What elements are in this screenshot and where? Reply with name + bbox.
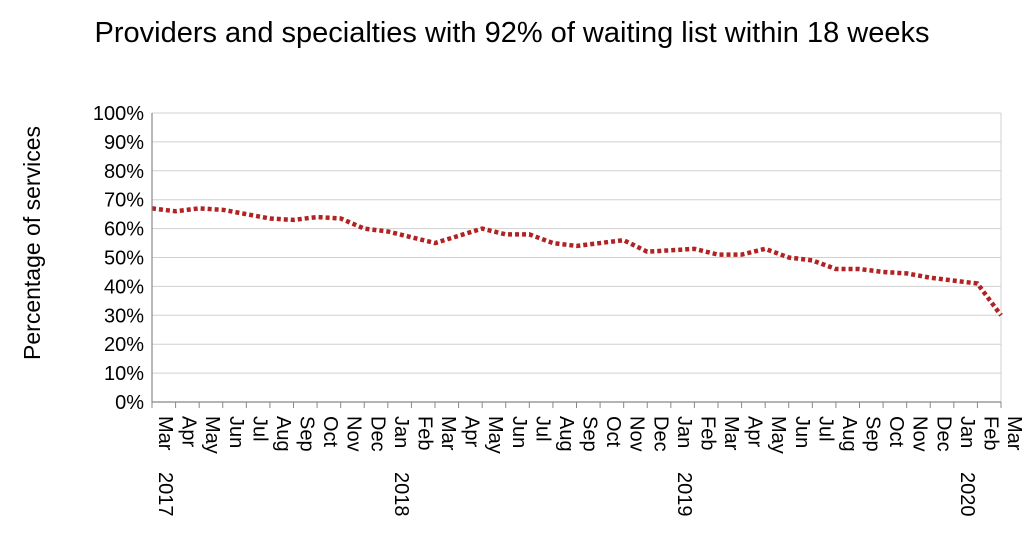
x-tick-label: Feb: [413, 416, 435, 450]
x-tick-label: Dec: [366, 416, 388, 452]
x-tick-label: Jun: [508, 416, 530, 448]
x-tick-label: Mar: [1003, 416, 1024, 451]
x-tick-label: Mar: [720, 416, 742, 451]
x-tick-label: Jan: [390, 416, 412, 448]
x-tick-label: Oct: [319, 416, 341, 448]
x-tick-label: Mar: [154, 416, 176, 451]
x-tick-label: Dec: [649, 416, 671, 452]
y-tick-label: 90%: [104, 132, 144, 154]
y-tick-label: 30%: [104, 305, 144, 327]
x-tick-label: Apr: [744, 416, 766, 447]
x-tick-label: Jun: [791, 416, 813, 448]
series-lines: [151, 206, 1003, 317]
y-tick-label: 50%: [104, 248, 144, 270]
x-tick-label: Nov: [343, 416, 365, 452]
x-year-label: 2020: [956, 472, 978, 517]
x-tick-label: Apr: [461, 416, 483, 447]
x-tick-label: Mar: [437, 416, 459, 451]
x-tick-label: Jul: [814, 416, 836, 442]
chart-title: Providers and specialties with 92% of wa…: [95, 17, 930, 49]
y-axis-ticks: 0% 10% 20% 30% 40% 50% 60% 70% 80% 90% 100%: [93, 103, 144, 414]
x-tick-label: Dec: [932, 416, 954, 452]
x-tick-label: Jun: [225, 416, 247, 448]
x-tick-label: Jul: [248, 416, 270, 442]
x-tick-label: Jan: [956, 416, 978, 448]
series-line: [151, 206, 1003, 317]
x-tick-label: Sep: [862, 416, 884, 452]
y-tick-label: 40%: [104, 276, 144, 298]
y-tick-label: 0%: [115, 392, 144, 414]
x-tick-label: Jul: [531, 416, 553, 442]
x-tick-label: Nov: [626, 416, 648, 452]
y-tick-label: 70%: [104, 190, 144, 212]
y-tick-label: 100%: [93, 103, 144, 125]
x-tick-label: Oct: [885, 416, 907, 448]
x-tick-label: Nov: [909, 416, 931, 452]
x-tick-label: Feb: [979, 416, 1001, 450]
y-tick-label: 20%: [104, 334, 144, 356]
y-tick-label: 80%: [104, 161, 144, 183]
x-tick-label: May: [201, 416, 223, 454]
y-tick-label: 60%: [104, 219, 144, 241]
x-tick-label: Jan: [673, 416, 695, 448]
x-year-label: 2018: [390, 472, 412, 517]
x-tick-label: Sep: [296, 416, 318, 452]
x-tick-label: Sep: [579, 416, 601, 452]
x-year-label: 2019: [673, 472, 695, 517]
x-tick-label: May: [767, 416, 789, 454]
x-year-label: 2017: [154, 472, 176, 517]
x-tick-label: Feb: [696, 416, 718, 450]
x-tick-label: Oct: [602, 416, 624, 448]
axes: [151, 113, 1001, 403]
x-tick-label: Apr: [178, 416, 200, 447]
x-tick-label: Aug: [555, 416, 577, 452]
gridlines: [152, 112, 1002, 403]
y-axis-title: Percentage of services: [19, 126, 45, 360]
x-tick-label: May: [484, 416, 506, 454]
x-tick-label: Aug: [272, 416, 294, 452]
y-tick-label: 10%: [104, 363, 144, 385]
x-tick-label: Aug: [838, 416, 860, 452]
x-axis-ticks: Mar Apr May Jun Jul Aug Sep Oct Nov Dec Jan Feb Mar A…: [151, 402, 1024, 517]
